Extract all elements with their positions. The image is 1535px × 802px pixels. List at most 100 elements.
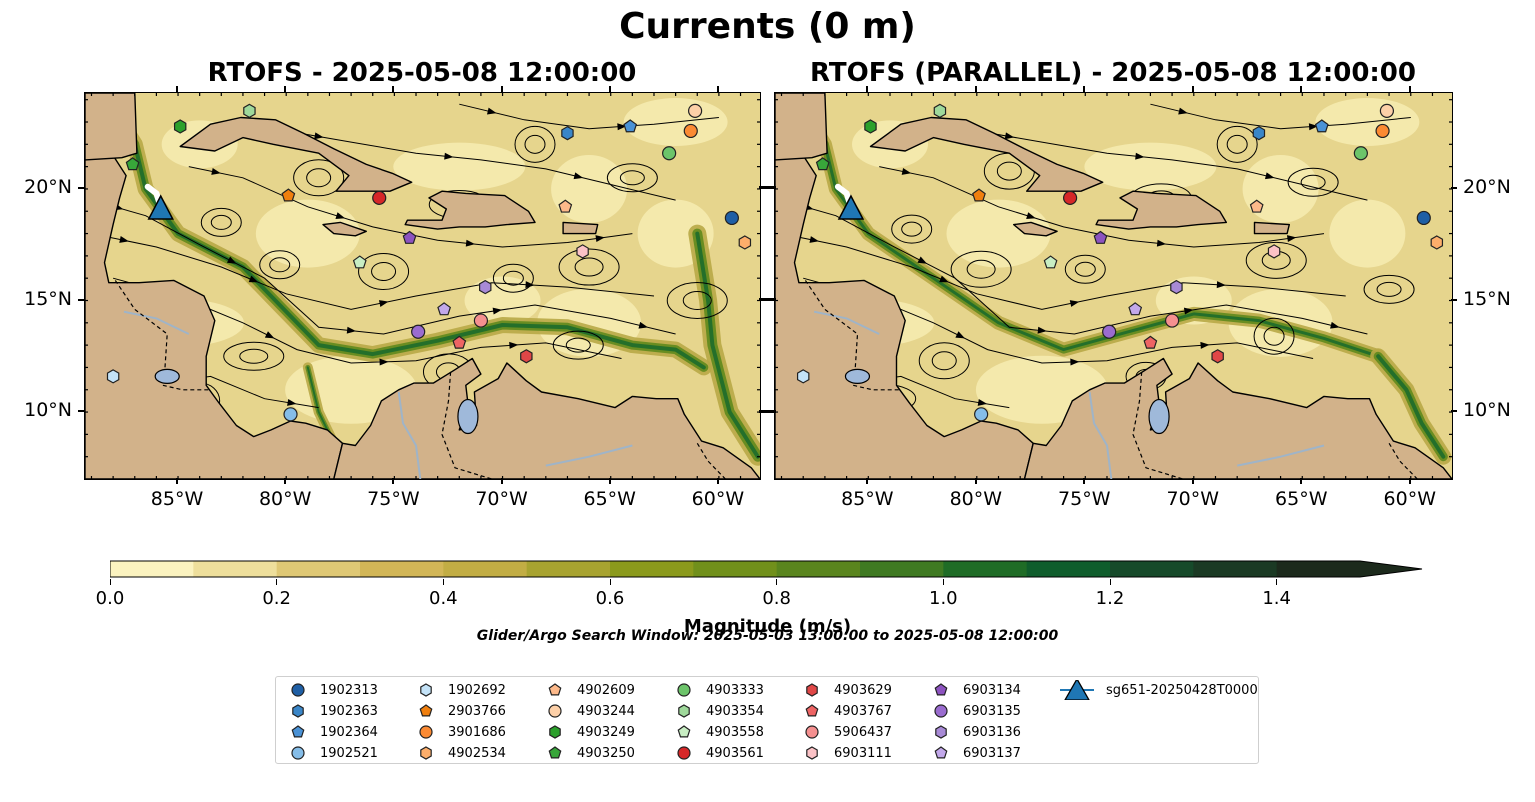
lon-label-75W: 75°W	[1058, 488, 1111, 510]
legend-marker-1902521	[291, 746, 305, 760]
axis-tick	[866, 478, 869, 484]
colorbar-tick-label: 0.4	[429, 588, 458, 609]
lat-label-15N: 15°N	[24, 287, 72, 310]
float-marker-6903134	[1093, 230, 1108, 244]
axis-tick	[1451, 410, 1457, 413]
axis-tick	[500, 478, 503, 484]
legend-label: 6903134	[963, 682, 1021, 698]
colorbar-tick-label: 0.2	[262, 588, 291, 609]
colorbar-tick-label: 1.2	[1095, 588, 1125, 609]
float-marker-4903561	[1063, 190, 1078, 205]
land-hispaniola	[404, 190, 536, 230]
float-marker-1902313	[1416, 210, 1431, 226]
colorbar-segment	[610, 561, 694, 577]
colorbar-extend-arrow	[1360, 561, 1422, 577]
legend-item-4903561: 4903561	[674, 743, 764, 763]
float-marker-1902692	[796, 369, 810, 384]
land-south-america	[1023, 357, 1452, 479]
current-band	[790, 93, 1380, 358]
search-window-note: Glider/Argo Search Window: 2025-05-03 13…	[476, 628, 1059, 644]
legend-marker-4903629	[806, 683, 818, 697]
colorbar-segment	[1193, 561, 1278, 577]
colorbar	[110, 560, 1423, 578]
colorbar-segment	[526, 561, 611, 577]
lon-label-70W: 70°W	[475, 488, 528, 510]
land-central-america	[85, 93, 344, 479]
legend-marker-4903250	[548, 746, 562, 759]
legend-marker-5906437	[805, 725, 819, 739]
legend-marker-4903767	[805, 704, 819, 717]
colorbar-tick	[1276, 579, 1278, 585]
country-borders	[114, 280, 726, 479]
axis-tick	[500, 86, 503, 92]
land-jamaica	[1012, 221, 1058, 237]
float-marker-4903250	[125, 157, 140, 171]
float-marker-3901686	[1375, 123, 1390, 139]
float-marker-4902534	[1430, 235, 1444, 250]
float-marker-6903111	[1267, 244, 1281, 259]
legend-label: 1902364	[320, 724, 378, 740]
colorbar-segment	[1026, 561, 1111, 577]
axis-tick	[608, 478, 611, 484]
panel-title-rtofs: RTOFS - 2025-05-08 12:00:00	[207, 58, 637, 88]
legend-label: 1902313	[320, 682, 378, 698]
legend-item-sg651-20250428T0000: sg651-20250428T0000	[1060, 680, 1258, 700]
legend-item-3901686: 3901686	[416, 722, 506, 742]
map-panel-rtofs-parallel	[774, 92, 1453, 480]
legend: 1902313 1902363 1902364 1902521 1902692 29037…	[275, 676, 1259, 764]
legend-label: 4903629	[834, 682, 892, 698]
legend-marker-2903766	[419, 704, 433, 717]
float-marker-1902521	[974, 407, 989, 422]
legend-marker-4903354	[678, 704, 690, 718]
lakes	[844, 368, 1170, 435]
legend-item-4902534: 4902534	[416, 743, 506, 763]
current-band	[1376, 354, 1446, 459]
land-cuba	[869, 116, 1104, 192]
colorbar-tick	[942, 579, 944, 585]
lon-label-65W: 65°W	[583, 488, 636, 510]
legend-item-4902609: 4902609	[545, 680, 635, 700]
country-borders	[804, 280, 1418, 479]
colorbar-segment	[860, 561, 944, 577]
float-marker-6903134	[402, 230, 417, 244]
lat-label-10N: 10°N	[24, 399, 72, 422]
axis-tick	[1083, 86, 1086, 92]
lon-label-85W: 85°W	[150, 488, 204, 510]
lon-label-65W: 65°W	[1275, 488, 1328, 510]
legend-item-4903249: 4903249	[545, 722, 635, 742]
axis-tick	[1191, 478, 1194, 484]
legend-item-4903333: 4903333	[674, 680, 764, 700]
legend-marker-4903333	[677, 683, 691, 697]
colorbar-segment	[1110, 561, 1194, 577]
legend-label: 4903249	[577, 724, 635, 740]
legend-label: 4903767	[834, 703, 892, 719]
float-marker-6903136	[479, 279, 492, 295]
legend-item-4903629: 4903629	[802, 680, 892, 700]
land-masses	[775, 93, 1452, 479]
float-marker-4903629	[1211, 349, 1224, 364]
legend-item-6903136: 6903136	[931, 722, 1021, 742]
colorbar-segment	[110, 561, 194, 577]
float-marker-1902364	[1314, 119, 1329, 133]
legend-item-6903134: 6903134	[931, 680, 1021, 700]
lat-label-15N: 15°N	[1463, 287, 1511, 310]
legend-item-1902313: 1902313	[288, 680, 378, 700]
legend-marker-3901686	[419, 725, 433, 739]
legend-marker-4903558	[677, 725, 691, 738]
land-south-america	[333, 357, 760, 479]
legend-item-4903244: 4903244	[545, 701, 635, 721]
legend-label: 6903137	[963, 745, 1021, 761]
legend-label: 6903135	[963, 703, 1021, 719]
colorbar-tick	[1109, 579, 1111, 585]
legend-marker-1902363	[292, 704, 304, 718]
colorbar-tick	[276, 579, 278, 585]
axis-tick	[176, 86, 179, 92]
legend-label: 5906437	[834, 724, 892, 740]
axis-tick	[608, 86, 611, 92]
colorbar-label: Magnitude (m/s)	[683, 616, 852, 637]
map-panel-rtofs	[84, 92, 761, 480]
legend-item-6903111: 6903111	[802, 743, 892, 763]
axis-tick	[284, 86, 287, 92]
float-marker-1902692	[106, 369, 120, 384]
legend-marker-4903561	[677, 746, 691, 760]
